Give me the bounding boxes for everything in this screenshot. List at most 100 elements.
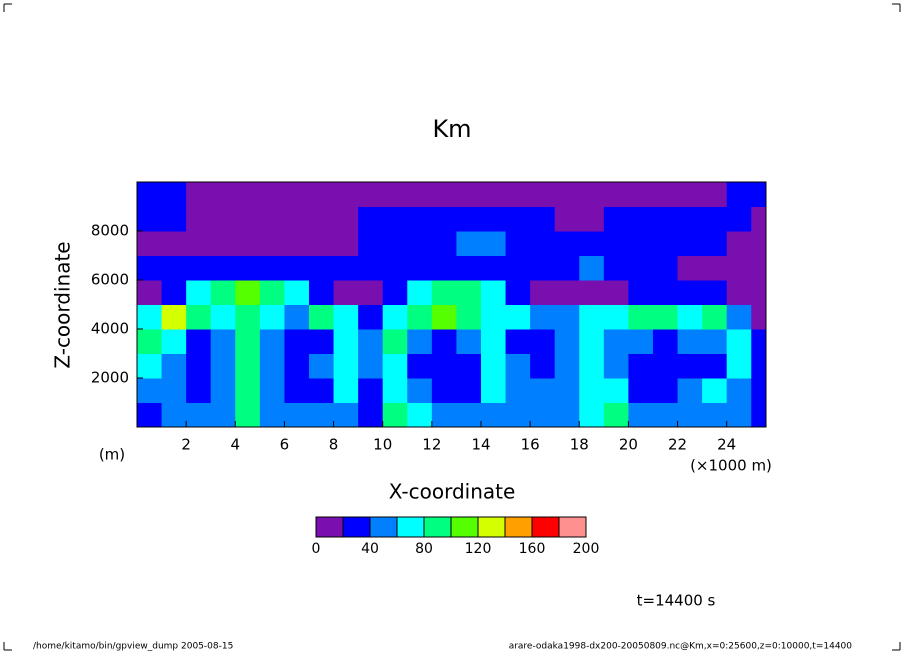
contour-cell <box>284 353 310 379</box>
x-axis-label: X-coordinate <box>389 480 516 504</box>
contour-cell <box>554 402 580 427</box>
contour-cell <box>603 206 629 232</box>
contour-cell <box>530 304 556 330</box>
footer-left: /home/kitamo/bin/gpview_dump 2005-08-15 <box>33 642 233 652</box>
contour-cell <box>456 206 482 232</box>
contour-cell <box>161 304 187 330</box>
colorbar-swatch <box>396 516 425 538</box>
contour-cell <box>382 231 408 256</box>
contour-cell <box>284 280 310 305</box>
contour-cell <box>431 255 457 281</box>
contour-cell <box>480 353 507 379</box>
contour-cell <box>677 304 703 330</box>
contour-cell <box>259 353 285 379</box>
y-tick-label: 4000 <box>91 320 129 338</box>
contour-cell <box>333 280 359 305</box>
contour-cell <box>259 329 285 354</box>
contour-cell <box>186 353 212 379</box>
contour-cell <box>530 182 556 207</box>
contour-cell <box>480 280 507 305</box>
corner-mark <box>892 642 901 651</box>
contour-cell <box>726 329 752 354</box>
contour-cell <box>554 255 580 281</box>
contour-cell <box>407 353 433 379</box>
contour-cell <box>186 329 212 354</box>
contour-cell <box>284 304 310 330</box>
contour-cell <box>137 353 163 379</box>
contour-cell <box>751 255 766 281</box>
contour-cell <box>554 280 580 305</box>
contour-cell <box>235 206 261 232</box>
contour-cell <box>702 378 728 403</box>
time-label: t=14400 s <box>637 592 716 610</box>
x-tick-label: 6 <box>280 436 290 454</box>
contour-cell <box>505 304 531 330</box>
contour-cell <box>456 280 482 305</box>
contour-cell <box>628 378 654 403</box>
contour-cell <box>259 280 285 305</box>
plot-frame <box>136 181 767 428</box>
contour-cell <box>677 231 703 256</box>
contour-cell <box>530 402 556 427</box>
contour-cell <box>726 182 752 207</box>
contour-cell <box>431 304 457 330</box>
contour-cell <box>702 304 728 330</box>
contour-cell <box>210 206 236 232</box>
contour-cell <box>751 304 766 330</box>
colorbar-swatch <box>423 516 452 538</box>
contour-cell <box>333 206 359 232</box>
contour-cell <box>480 182 507 207</box>
contour-cell <box>407 280 433 305</box>
contour-cell <box>603 304 629 330</box>
contour-cell <box>186 402 212 427</box>
contour-cell <box>333 329 359 354</box>
x-unit: (×1000 m) <box>690 457 772 475</box>
contour-cell <box>235 304 261 330</box>
contour-cell <box>259 255 285 281</box>
contour-cell <box>431 402 457 427</box>
contour-cell <box>652 402 679 427</box>
contour-cell <box>751 402 766 427</box>
colorbar-swatch <box>342 516 371 538</box>
contour-cell <box>186 378 212 403</box>
contour-cell <box>284 329 310 354</box>
corner-mark <box>892 3 901 12</box>
contour-cell <box>308 353 335 379</box>
contour-cell <box>407 329 433 354</box>
contour-cell <box>579 182 605 207</box>
contour-field <box>137 182 766 427</box>
contour-cell <box>210 231 236 256</box>
contour-cell <box>554 182 580 207</box>
contour-cell <box>579 280 605 305</box>
contour-cell <box>235 402 261 427</box>
contour-cell <box>603 402 629 427</box>
contour-cell <box>702 329 728 354</box>
contour-cell <box>210 304 236 330</box>
contour-cell <box>431 280 457 305</box>
contour-cell <box>702 231 728 256</box>
contour-cell <box>431 206 457 232</box>
contour-cell <box>259 182 285 207</box>
contour-cell <box>407 255 433 281</box>
contour-cell <box>652 182 679 207</box>
colorbar-swatch <box>477 516 506 538</box>
contour-cell <box>579 329 605 354</box>
contour-cell <box>382 329 408 354</box>
contour-cell <box>505 206 531 232</box>
contour-cell <box>407 182 433 207</box>
colorbar-swatch <box>315 516 344 538</box>
contour-cell <box>137 280 163 305</box>
contour-cell <box>480 402 507 427</box>
contour-cell <box>137 378 163 403</box>
contour-cell <box>382 378 408 403</box>
contour-cell <box>628 329 654 354</box>
contour-cell <box>161 402 187 427</box>
contour-cell <box>554 304 580 330</box>
x-tick-label: 8 <box>329 436 339 454</box>
contour-cell <box>579 304 605 330</box>
contour-cell <box>333 231 359 256</box>
contour-cell <box>161 353 187 379</box>
contour-cell <box>358 353 384 379</box>
colorbar-label: 80 <box>415 541 433 557</box>
contour-cell <box>358 280 384 305</box>
